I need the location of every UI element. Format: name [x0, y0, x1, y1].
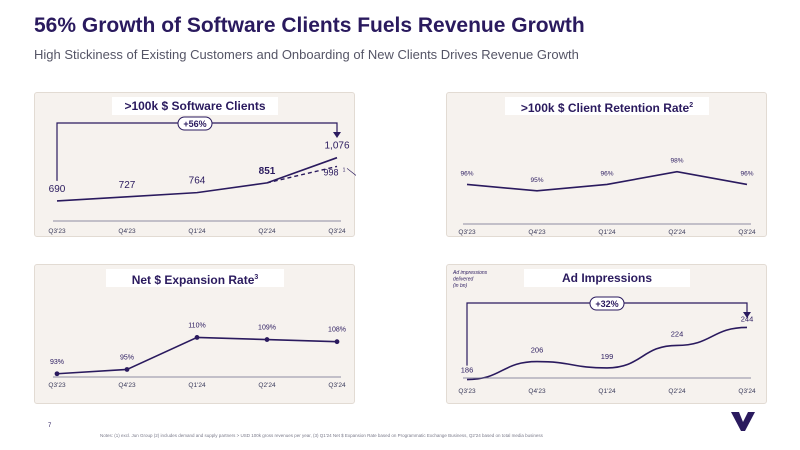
- series-line-excluding-jun: [266, 165, 338, 184]
- growth-badge: [589, 296, 625, 311]
- series-line: [466, 326, 748, 381]
- x-tick-label: Q1'24: [598, 229, 616, 236]
- x-tick-label: Q4'23: [118, 382, 136, 389]
- data-point: [124, 367, 130, 372]
- growth-arrowhead: [743, 312, 751, 318]
- x-tick-label: Q3'23: [458, 229, 476, 236]
- data-label: 93%: [50, 359, 64, 366]
- brand-logo-mark: [731, 412, 755, 431]
- x-tick-label: Q2'24: [668, 388, 686, 395]
- net-expansion-chart: 93% 95% 110% 109% 108% Q3'23 Q4'23 Q1'24 Q2'24 Q…: [48, 322, 346, 389]
- x-tick-label: Q4'23: [528, 388, 546, 395]
- data-label: 95%: [530, 177, 543, 184]
- x-tick-label: Q4'23: [118, 228, 136, 235]
- retention-panel: 96% 95% 96% 98% 96% Q3'23 Q4'23 Q1'24 Q2'24 Q3'2…: [446, 92, 767, 237]
- growth-badge: [177, 116, 213, 131]
- x-tick-label: Q2'24: [258, 228, 276, 235]
- x-tick-label: Q3'23: [48, 228, 66, 235]
- retention-title-text: >100k $ Client Retention Rate: [520, 101, 690, 115]
- data-label: 224: [671, 329, 684, 338]
- data-label: 108%: [328, 327, 346, 334]
- page-subtitle: High Stickiness of Existing Customers an…: [34, 47, 579, 62]
- data-label: 764: [189, 176, 206, 187]
- x-tick-label: Q3'23: [48, 382, 66, 389]
- y-axis-label: Ad impressions: [452, 270, 488, 276]
- data-label: 690: [49, 184, 66, 195]
- data-point: [54, 371, 60, 377]
- data-label: 244: [741, 314, 754, 323]
- x-tick-label: Q1'24: [188, 228, 206, 235]
- series-line: [466, 170, 748, 192]
- retention-title: >100k $ Client Retention Rate2: [505, 97, 709, 115]
- growth-badge-label: +32%: [595, 299, 618, 309]
- x-tick-label: Q1'24: [188, 382, 206, 389]
- y-axis-label: delivered: [453, 277, 474, 283]
- x-tick-label: Q3'24: [738, 388, 756, 395]
- x-tick-label: Q2'24: [258, 382, 276, 389]
- data-label: 206: [531, 346, 544, 355]
- net-expansion-title-sup: 3: [254, 274, 259, 281]
- data-label: 98%: [670, 158, 683, 165]
- data-point: [334, 339, 340, 345]
- data-label: 109%: [258, 325, 276, 332]
- series-line: [56, 156, 338, 202]
- page-title: 56% Growth of Software Clients Fuels Rev…: [34, 14, 585, 37]
- data-label: 1,076: [324, 141, 349, 152]
- retention-title-sup: 2: [689, 102, 694, 109]
- x-tick-label: Q2'24: [668, 229, 686, 236]
- page-number: 7: [48, 423, 52, 429]
- ad-impressions-title: Ad Impressions: [524, 269, 690, 287]
- data-label: 96%: [740, 170, 753, 177]
- growth-arrowhead: [333, 132, 341, 138]
- data-label: 727: [119, 180, 136, 191]
- retention-chart: 96% 95% 96% 98% 96% Q3'23 Q4'23 Q1'24 Q2'24 Q3'2…: [458, 158, 756, 236]
- footnotes: Notes: (1) excl. Jun Group (2) includes …: [100, 433, 543, 438]
- x-tick-label: Q3'24: [328, 228, 346, 235]
- net-expansion-title: Net $ Expansion Rate3: [106, 269, 284, 287]
- data-label: 96%: [600, 170, 613, 177]
- data-label: 186: [461, 366, 474, 375]
- growth-badge-label: +56%: [183, 119, 206, 129]
- software-clients-title: >100k $ Software Clients: [112, 97, 278, 115]
- data-label: 96%: [460, 170, 473, 177]
- x-tick-label: Q3'24: [738, 229, 756, 236]
- x-tick-label: Q4'23: [528, 229, 546, 236]
- dashed-end-label: 998: [323, 167, 338, 177]
- x-tick-label: Q1'24: [598, 388, 616, 395]
- data-label: 851: [259, 166, 276, 177]
- x-tick-label: Q3'24: [328, 382, 346, 389]
- net-expansion-title-text: Net $ Expansion Rate: [131, 273, 255, 287]
- ad-impressions-panel: +32% Ad impressions delivered (in bn) 186 20…: [446, 264, 767, 404]
- series-line: [56, 336, 338, 375]
- brand-logo: [731, 412, 755, 431]
- dashed-end-superscript: 1: [343, 167, 346, 173]
- callout-pointer: [346, 168, 356, 176]
- data-label: 95%: [120, 354, 134, 361]
- data-label: 199: [601, 352, 614, 361]
- data-label: 110%: [188, 322, 205, 329]
- y-axis-label: (in bn): [453, 283, 468, 289]
- data-point: [264, 337, 270, 342]
- net-expansion-panel: 93% 95% 110% 109% 108% Q3'23 Q4'23 Q1'24 Q2'24 Q…: [34, 264, 355, 404]
- data-point: [194, 335, 200, 340]
- x-tick-label: Q3'23: [458, 388, 476, 395]
